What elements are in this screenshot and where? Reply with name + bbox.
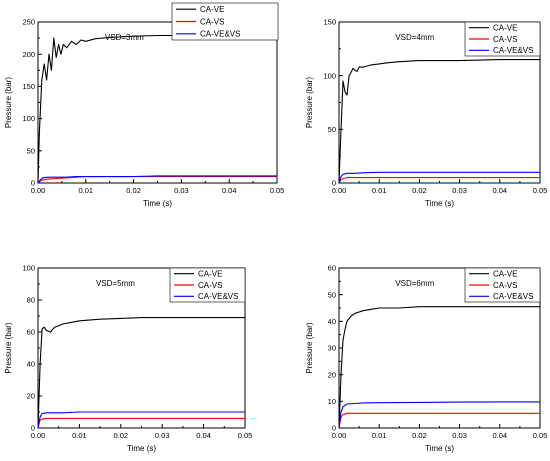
- x-tick-label: 0.04: [222, 186, 237, 195]
- y-tick-label: 40: [328, 317, 336, 326]
- legend-label: CA-VE: [493, 269, 517, 278]
- y-tick-label: 80: [27, 296, 35, 305]
- x-tick-label: 0.02: [412, 186, 427, 195]
- series-line-ca-ve: [338, 306, 540, 429]
- legend: CA-VE CA-VS CA-VE&VS: [464, 267, 541, 303]
- x-tick-label: 0.03: [452, 186, 467, 195]
- legend-label: CA-VS: [200, 17, 224, 26]
- chart-panel-2: 0.00 0.01 0.02 0.03 0.04 0.05 0 50 100 150 Time (s…: [305, 18, 547, 208]
- y-tick-label: 0: [31, 179, 35, 188]
- y-tick-label: 20: [27, 392, 35, 401]
- x-tick-label: 0.02: [412, 431, 427, 440]
- y-tick-label: 150: [323, 18, 336, 27]
- x-tick-label: 0.05: [238, 431, 253, 440]
- y-tick-label: 0: [332, 179, 336, 188]
- chart-panel-1: 0.00 0.01 0.02 0.03 0.04 0.05 0 50 100 150 200 250 T…: [4, 2, 285, 208]
- vsd-annotation: VSD=6mm: [395, 279, 434, 288]
- vsd-annotation: VSD=3mm: [105, 33, 144, 42]
- legend-label: CA-VE&VS: [200, 30, 240, 39]
- x-tick-label: 0.00: [332, 186, 347, 195]
- x-axis-label: Time (s): [425, 444, 454, 453]
- chart-panel-4: 0.00 0.01 0.02 0.03 0.04 0.05 0 10 20 30 40 50 60 Tim…: [305, 264, 547, 453]
- vsd-annotation: VSD=5mm: [96, 279, 135, 288]
- y-tick-label: 250: [22, 18, 35, 27]
- x-tick-label: 0.00: [31, 431, 46, 440]
- x-tick-label: 0.01: [372, 186, 387, 195]
- y-axis-label: Pressure (bar): [305, 77, 314, 128]
- legend-label: CA-VE&VS: [493, 292, 533, 301]
- x-tick-label: 0.04: [196, 431, 211, 440]
- x-tick-label: 0.01: [78, 186, 93, 195]
- x-tick-label: 0.01: [372, 431, 387, 440]
- x-tick-label: 0.02: [113, 431, 128, 440]
- x-tick-label: 0.03: [452, 431, 467, 440]
- legend: CA-VE CA-VS CA-VE&VS: [464, 21, 541, 57]
- x-axis-label: Time (s): [143, 199, 172, 208]
- y-axis-label: Pressure (bar): [305, 322, 314, 373]
- y-tick-label: 0: [332, 424, 336, 433]
- y-tick-label: 20: [328, 370, 336, 379]
- x-tick-label: 0.05: [533, 186, 548, 195]
- series-line-ca-ve: [37, 34, 277, 184]
- x-axis-label: Time (s): [127, 444, 156, 453]
- y-tick-label: 50: [328, 125, 336, 134]
- y-axis-label: Pressure (bar): [4, 77, 13, 128]
- series-line-ca-vs: [37, 417, 245, 429]
- y-tick-label: 0: [31, 424, 35, 433]
- series-line-ca-ve-vs: [338, 171, 540, 184]
- legend-label: CA-VE&VS: [198, 292, 238, 301]
- legend-label: CA-VS: [493, 281, 517, 290]
- x-tick-label: 0.00: [332, 431, 347, 440]
- y-tick-label: 50: [328, 290, 336, 299]
- y-tick-label: 100: [22, 114, 35, 123]
- x-axis-label: Time (s): [425, 199, 454, 208]
- x-tick-label: 0.04: [492, 186, 507, 195]
- series-line-ca-ve-vs: [37, 175, 277, 184]
- x-tick-label: 0.03: [155, 431, 170, 440]
- y-tick-label: 200: [22, 50, 35, 59]
- series-line-ca-vs: [338, 412, 540, 429]
- x-tick-label: 0.05: [533, 431, 548, 440]
- legend-label: CA-VE: [200, 5, 224, 14]
- x-tick-label: 0.00: [31, 186, 46, 195]
- legend: CA-VE CA-VS CA-VE&VS: [169, 267, 246, 303]
- series-line-ca-ve: [37, 317, 245, 429]
- y-tick-label: 150: [22, 82, 35, 91]
- legend-label: CA-VS: [198, 281, 222, 290]
- series-line-ca-ve-vs: [338, 401, 540, 429]
- x-tick-label: 0.02: [126, 186, 141, 195]
- y-tick-label: 60: [328, 264, 336, 273]
- x-tick-label: 0.03: [174, 186, 189, 195]
- vsd-annotation: VSD=4mm: [395, 33, 434, 42]
- y-axis-label: Pressure (bar): [4, 322, 13, 373]
- y-tick-label: 40: [27, 360, 35, 369]
- x-tick-label: 0.01: [72, 431, 87, 440]
- legend: CA-VE CA-VS CA-VE&VS: [171, 2, 279, 41]
- series-line-ca-ve-vs: [37, 411, 245, 429]
- plot-frame: [37, 21, 278, 184]
- series-line-ca-ve: [338, 59, 540, 184]
- y-tick-label: 100: [22, 264, 35, 273]
- y-tick-label: 60: [27, 328, 35, 337]
- legend-label: CA-VE&VS: [493, 46, 533, 55]
- series-line-ca-vs: [338, 177, 540, 184]
- legend-label: CA-VE: [198, 269, 222, 278]
- x-tick-label: 0.04: [492, 431, 507, 440]
- chart-panel-3: 0.00 0.01 0.02 0.03 0.04 0.05 0 20 40 60 80 100 Time…: [4, 264, 252, 453]
- y-tick-label: 30: [328, 344, 336, 353]
- y-tick-label: 100: [323, 71, 336, 80]
- y-tick-label: 50: [27, 146, 35, 155]
- x-tick-label: 0.05: [270, 186, 285, 195]
- y-tick-label: 10: [328, 397, 336, 406]
- legend-label: CA-VS: [493, 35, 517, 44]
- legend-label: CA-VE: [493, 23, 517, 32]
